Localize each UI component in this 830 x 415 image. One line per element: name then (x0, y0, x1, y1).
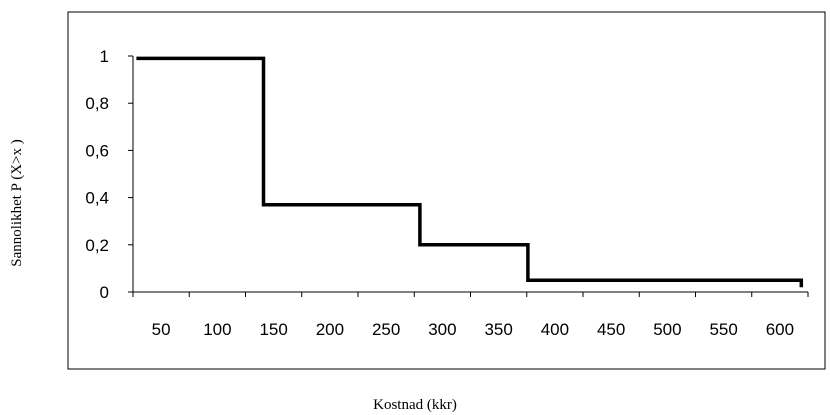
x-tick-label: 550 (709, 320, 737, 339)
y-ticks: 0 0,2 0,4 0,6 0,8 1 (85, 47, 133, 302)
x-tick-label: 250 (372, 320, 400, 339)
y-axis-title: Sannolikhet P (X>x ) (9, 139, 25, 266)
x-axis-title: Kostnad (kkr) (373, 397, 457, 413)
x-tick-label: 450 (597, 320, 625, 339)
y-tick-label: 0,2 (85, 236, 109, 255)
y-tick-label: 0,6 (85, 141, 109, 160)
x-ticks: 50 100 150 200 250 300 350 400 450 500 550 600 (132, 292, 809, 339)
x-tick-label: 150 (259, 320, 287, 339)
x-tick-label: 400 (541, 320, 569, 339)
x-tick-label: 600 (766, 320, 794, 339)
x-tick-label: 350 (484, 320, 512, 339)
series-step-line (136, 56, 804, 288)
y-tick-label: 0 (100, 283, 109, 302)
x-tick-label: 500 (653, 320, 681, 339)
x-tick-label: 50 (152, 320, 171, 339)
x-tick-label: 300 (428, 320, 456, 339)
x-tick-label: 100 (203, 320, 231, 339)
y-tick-label: 0,8 (85, 94, 109, 113)
x-tick-label: 200 (316, 320, 344, 339)
y-tick-label: 0,4 (85, 189, 109, 208)
y-tick-label: 1 (100, 47, 109, 66)
plot-frame (67, 11, 826, 370)
